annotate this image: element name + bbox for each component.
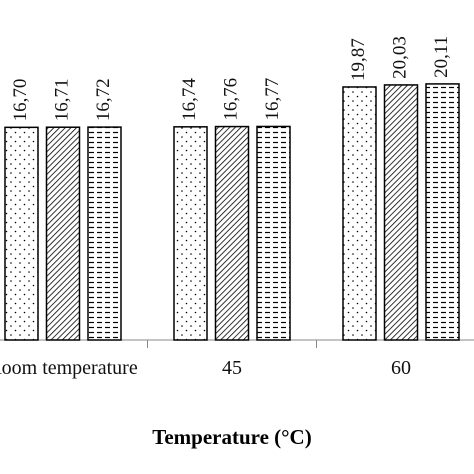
value-label: 16,72	[93, 78, 114, 121]
bar	[256, 125, 291, 341]
bar	[342, 86, 377, 341]
bar	[173, 126, 208, 341]
bar	[87, 126, 122, 341]
value-label: 16,76	[220, 78, 241, 121]
bar	[425, 83, 460, 341]
value-label: 20,03	[389, 36, 410, 79]
bar	[383, 84, 419, 341]
value-label: 20,11	[431, 36, 452, 78]
value-label: 16,74	[179, 78, 200, 121]
value-label: 16,71	[51, 78, 72, 121]
bar	[4, 126, 39, 341]
x-tick-label: 60	[391, 357, 411, 379]
bar	[45, 126, 81, 341]
value-label: 16,70	[10, 79, 31, 122]
x-tick-label: Room temperature	[0, 357, 138, 379]
value-label: 16,77	[262, 78, 283, 121]
x-axis-title: Temperature (°C)	[152, 425, 311, 449]
value-label: 19,87	[348, 38, 369, 81]
x-tick-label: 45	[222, 357, 242, 379]
bar	[214, 125, 250, 341]
